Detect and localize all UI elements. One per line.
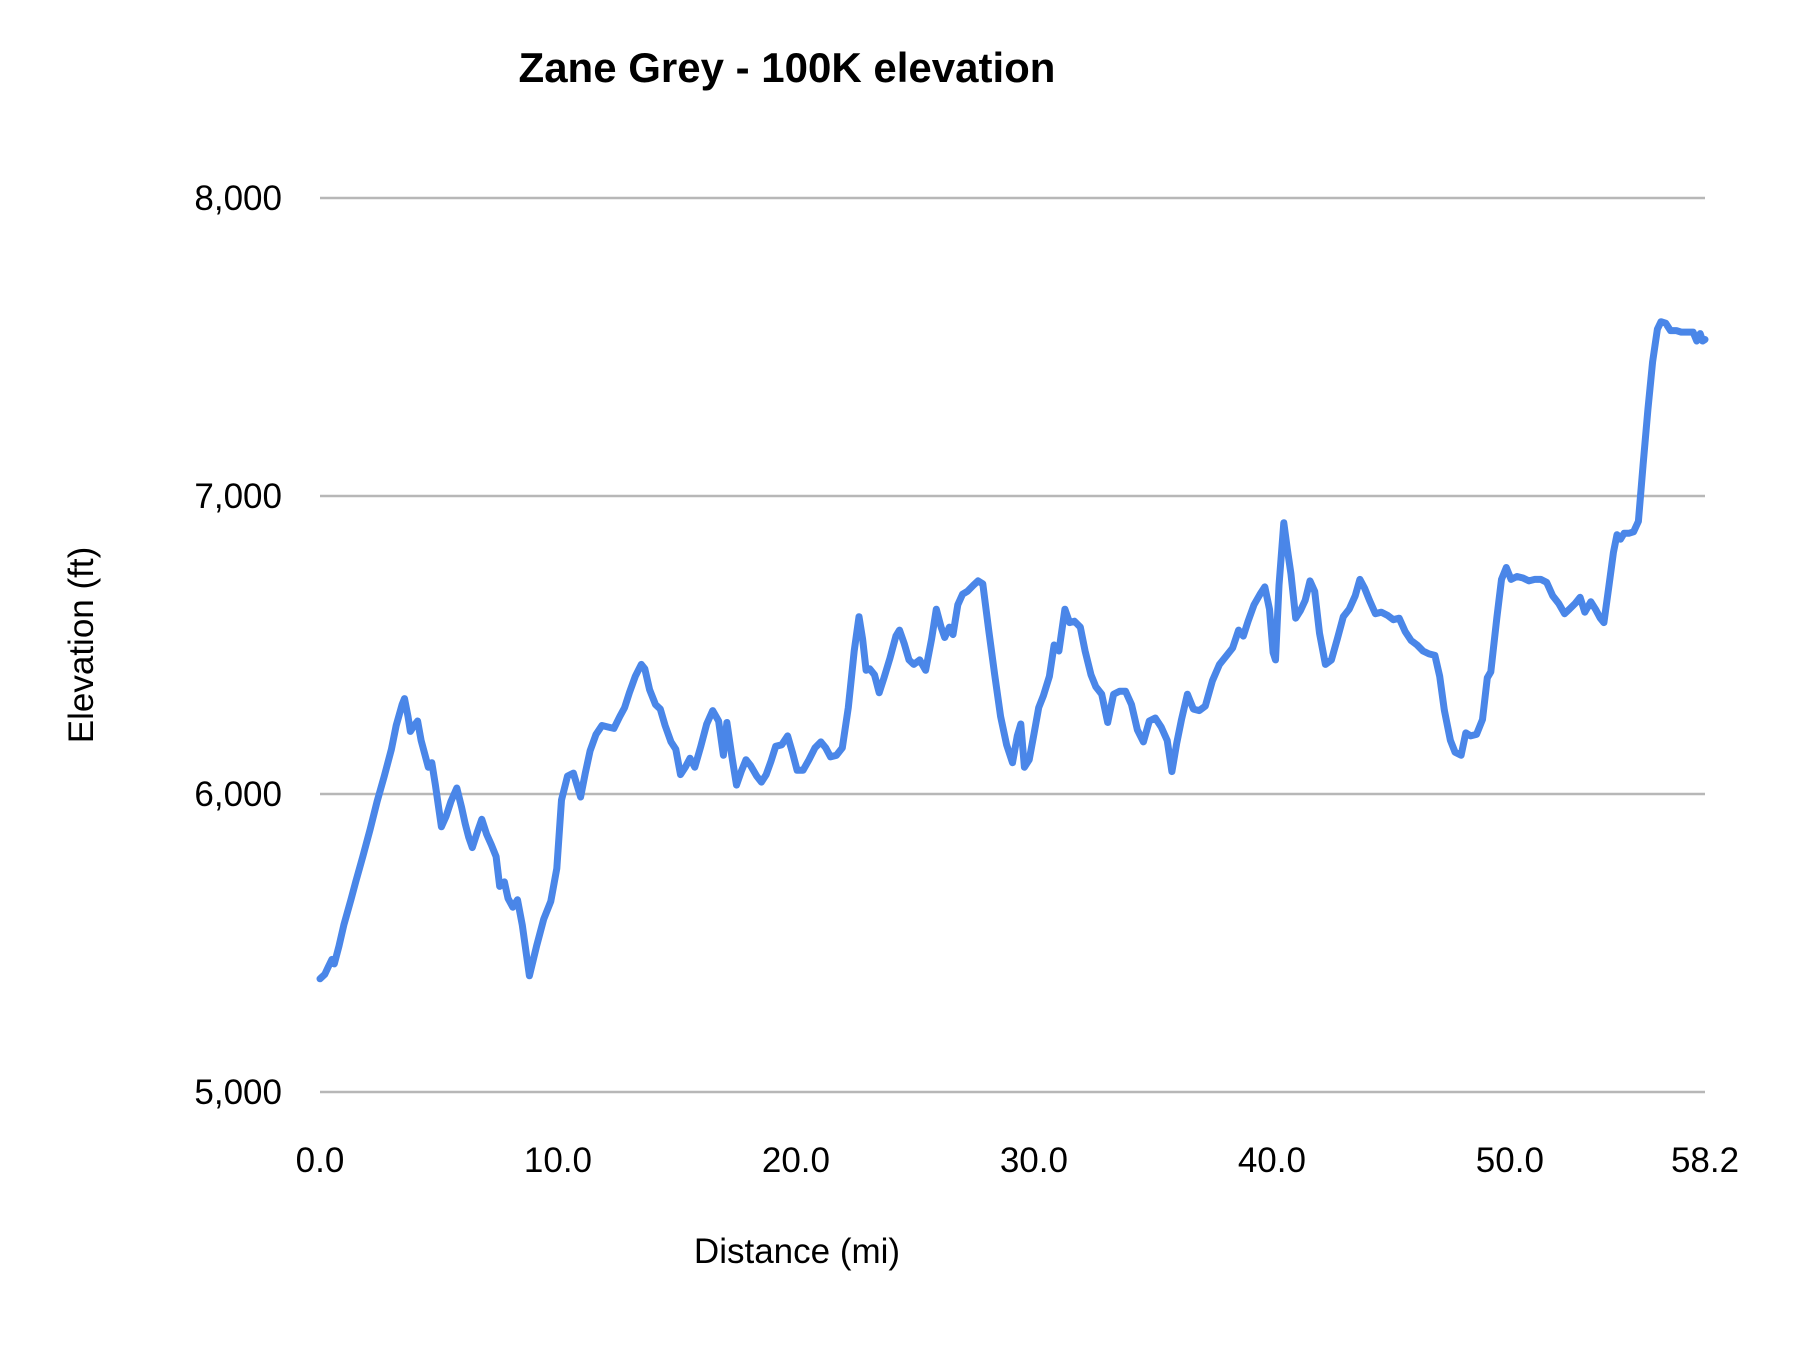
- x-axis-title: Distance (mi): [693, 1232, 901, 1271]
- y-tick-label: 6,000: [194, 775, 282, 814]
- x-tick-label: 10.0: [524, 1141, 592, 1180]
- x-tick-label: 30.0: [1000, 1141, 1068, 1180]
- x-tick-label: 20.0: [762, 1141, 830, 1180]
- y-tick-label: 5,000: [194, 1073, 282, 1112]
- x-tick-label: 0.0: [296, 1141, 345, 1180]
- y-tick-label: 7,000: [194, 477, 282, 516]
- y-tick-label: 8,000: [194, 179, 282, 218]
- elevation-line: [316, 318, 1709, 983]
- x-tick-label: 58.2: [1671, 1141, 1739, 1180]
- x-tick-label: 50.0: [1476, 1141, 1544, 1180]
- chart-title: Zane Grey - 100K elevation: [518, 44, 1056, 91]
- x-tick-label: 40.0: [1238, 1141, 1306, 1180]
